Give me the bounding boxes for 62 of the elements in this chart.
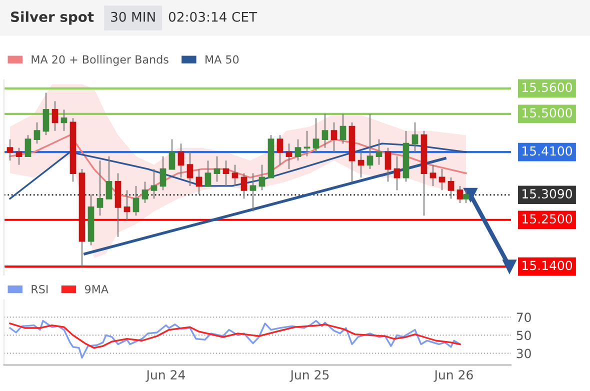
candlestick — [276, 134, 284, 166]
chart-title: Silver spot — [10, 11, 94, 25]
candlestick — [124, 190, 130, 220]
legend-label: RSI — [32, 285, 48, 294]
candlestick — [186, 152, 194, 187]
candlestick — [106, 156, 112, 200]
ref-line-label: 15.1400 — [522, 260, 572, 270]
candlestick — [42, 92, 50, 136]
candlestick — [448, 176, 454, 200]
candlestick — [168, 138, 176, 170]
candlestick — [358, 152, 364, 178]
x-tick-label: Jun 26 — [434, 370, 473, 382]
x-tick-label: Jun 25 — [290, 370, 329, 382]
ref-line-label: 15.5600 — [522, 82, 572, 92]
candlestick — [214, 156, 220, 182]
y-tick-label: 50 — [516, 330, 531, 340]
candlestick — [24, 134, 32, 157]
candlestick — [34, 122, 40, 144]
candlestick — [438, 168, 446, 191]
ref-line-label: 15.3090 — [522, 189, 572, 199]
candlestick — [322, 113, 328, 148]
candlestick — [376, 138, 382, 166]
candlestick — [250, 172, 256, 212]
candlestick — [294, 138, 302, 162]
candlestick — [232, 164, 238, 187]
candlestick — [430, 164, 436, 187]
legend-label: 9MA — [84, 285, 108, 294]
ref-line-label: 15.5000 — [522, 108, 572, 118]
candlestick — [240, 172, 248, 200]
candlestick — [150, 168, 158, 200]
candlestick — [286, 143, 292, 170]
x-tick-label: Jun 24 — [146, 370, 186, 382]
y-tick-label: 70 — [516, 312, 531, 322]
candlestick — [312, 118, 320, 153]
candlestick — [340, 113, 346, 144]
candlestick — [160, 156, 166, 191]
candlestick — [412, 122, 418, 153]
chart-subtitle: 30 MIN — [111, 12, 155, 22]
y-tick-label: 30 — [516, 348, 531, 358]
candlestick — [6, 138, 14, 162]
candlestick — [222, 160, 230, 187]
candlestick — [96, 160, 104, 216]
candlestick — [258, 164, 266, 191]
candlestick — [52, 100, 58, 132]
candlestick — [142, 181, 148, 204]
candlestick — [60, 109, 68, 132]
candlestick — [132, 185, 140, 216]
candlestick — [456, 185, 464, 204]
legend-label: MA 20 + Bollinger Bands — [32, 55, 168, 66]
candlestick — [366, 113, 374, 170]
candlestick — [304, 130, 310, 157]
candlestick — [196, 168, 202, 196]
candlestick — [16, 147, 22, 166]
legend-label: MA 50 — [206, 55, 239, 64]
candlestick — [178, 143, 184, 178]
ref-line-label: 15.2500 — [522, 214, 572, 224]
candlestick — [330, 122, 338, 153]
candlestick — [204, 160, 212, 187]
text: 02:03:14 CET — [168, 12, 258, 22]
candlestick — [394, 156, 400, 191]
ref-line-label: 15.4100 — [522, 146, 572, 156]
candlestick — [384, 147, 392, 182]
